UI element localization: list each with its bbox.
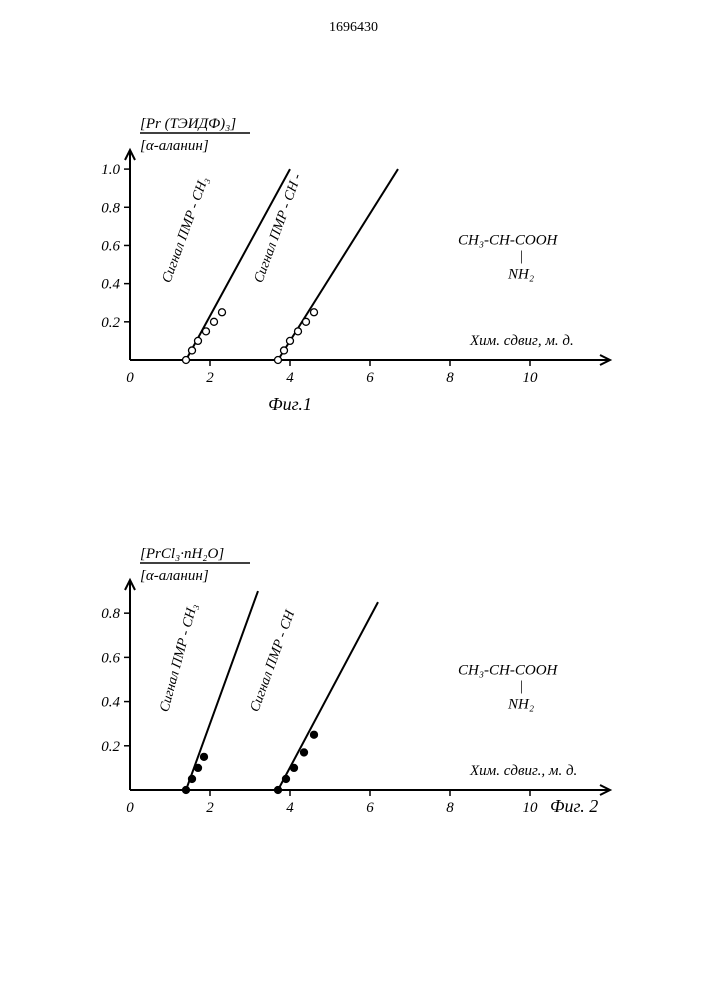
svg-text:[α-аланин]: [α-аланин]: [140, 138, 209, 154]
svg-text:NH₂: NH₂: [507, 697, 534, 713]
svg-text:8: 8: [446, 370, 454, 386]
svg-text:Сигнал ПМР - CH₃: Сигнал ПМР - CH₃: [160, 175, 212, 285]
figure-2: 0 2 4 6 8 10 0.2 0.4 0.6 0.8 [PrCl₃·nH₂O] [α-аланин…: [70, 530, 630, 850]
svg-text:[α-аланин]: [α-аланин]: [140, 568, 209, 584]
svg-text:Сигнал ПМР - CH₃: Сигнал ПМР - CH₃: [157, 602, 200, 714]
svg-text:Хим. сдвиг., м. д.: Хим. сдвиг., м. д.: [469, 763, 577, 779]
svg-text:|: |: [520, 249, 523, 265]
svg-text:0.8: 0.8: [101, 200, 120, 216]
svg-text:NH₂: NH₂: [507, 267, 534, 283]
svg-text:0.4: 0.4: [101, 695, 120, 711]
svg-text:0.6: 0.6: [101, 238, 120, 254]
figure-1-svg: 0 2 4 6 8 10 0.2 0.4 0.6 0.8 1.0 [Pr (ТЭИДФ)₃] [α-ал…: [70, 100, 630, 420]
figure-1: 0 2 4 6 8 10 0.2 0.4 0.6 0.8 1.0 [Pr (ТЭИДФ)₃] [α-ал…: [70, 100, 630, 420]
svg-text:Хим. сдвиг, м. д.: Хим. сдвиг, м. д.: [469, 333, 574, 349]
svg-text:4: 4: [286, 370, 294, 386]
svg-text:2: 2: [206, 370, 214, 386]
svg-text:[Pr (ТЭИДФ)₃]: [Pr (ТЭИДФ)₃]: [140, 116, 236, 132]
svg-text:Фиг.1: Фиг.1: [268, 394, 312, 414]
svg-text:|: |: [520, 679, 523, 695]
svg-text:0: 0: [126, 370, 134, 386]
svg-text:0.6: 0.6: [101, 650, 120, 666]
svg-text:1.0: 1.0: [101, 162, 120, 178]
svg-text:0.8: 0.8: [101, 606, 120, 622]
page-number: 1696430: [329, 20, 378, 36]
svg-text:0.2: 0.2: [101, 739, 120, 755]
svg-text:CH₃-CH-COOH: CH₃-CH-COOH: [458, 233, 559, 249]
figure-2-svg: 0 2 4 6 8 10 0.2 0.4 0.6 0.8 [PrCl₃·nH₂O] [α-аланин…: [70, 530, 630, 850]
svg-text:0.2: 0.2: [101, 315, 120, 331]
svg-text:6: 6: [366, 800, 374, 816]
svg-text:[PrCl₃·nH₂O]: [PrCl₃·nH₂O]: [140, 546, 224, 562]
svg-text:0: 0: [126, 800, 134, 816]
svg-text:CH₃-CH-COOH: CH₃-CH-COOH: [458, 663, 559, 679]
svg-text:Сигнал ПМР - CH: Сигнал ПМР - CH: [248, 608, 299, 714]
svg-text:10: 10: [523, 800, 539, 816]
svg-text:Фиг. 2: Фиг. 2: [550, 796, 598, 816]
svg-text:2: 2: [206, 800, 214, 816]
svg-text:8: 8: [446, 800, 454, 816]
svg-text:0.4: 0.4: [101, 277, 120, 293]
svg-text:4: 4: [286, 800, 294, 816]
svg-text:10: 10: [523, 370, 539, 386]
svg-text:6: 6: [366, 370, 374, 386]
